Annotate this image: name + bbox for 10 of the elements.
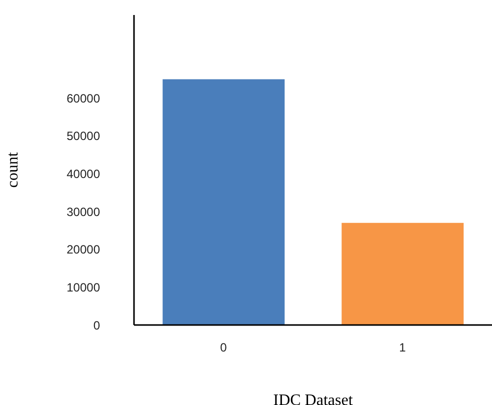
x-axis-title: IDC Dataset <box>273 392 354 405</box>
y-tick-label: 30000 <box>66 204 100 219</box>
x-tick-label: 1 <box>399 340 406 355</box>
y-tick-label: 0 <box>93 318 100 332</box>
y-tick-label: 50000 <box>66 129 100 144</box>
y-tick-label: 40000 <box>66 167 100 182</box>
y-axis-title: count <box>4 152 22 188</box>
y-tick-label: 20000 <box>66 242 100 257</box>
y-tick-label: 60000 <box>66 91 100 106</box>
y-tick-label: 10000 <box>66 280 100 294</box>
